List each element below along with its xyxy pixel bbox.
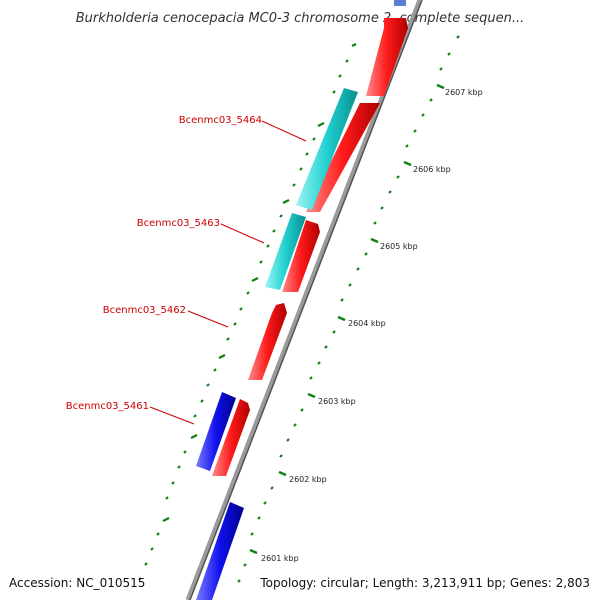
reverse-feature-5463 (265, 213, 306, 290)
reverse-other-track (265, 88, 358, 290)
major-tick-marks (249, 83, 445, 555)
tick-label-2602: 2602 kbp (289, 475, 327, 484)
minor-tick-ruler-outer (237, 35, 460, 583)
forward-cds-5464 (306, 103, 380, 212)
forward-cds-5461 (212, 399, 250, 476)
gene-label-5464[interactable]: Bcenmc03_5464 (179, 115, 262, 126)
forward-cds-track (212, 18, 408, 476)
gene-label-5463[interactable]: Bcenmc03_5463 (137, 218, 220, 229)
reverse-cds-lower (196, 502, 244, 600)
reverse-feature-5464 (296, 88, 358, 210)
minor-tick-ruler-inner (138, 43, 357, 581)
sequence-backbone (185, 0, 423, 600)
map-title: Burkholderia cenocepacia MC0-3 chromosom… (76, 11, 524, 26)
forward-cds-5462 (248, 303, 287, 380)
tick-label-2607: 2607 kbp (445, 88, 483, 97)
top-small-feature (394, 0, 406, 6)
tick-label-2605: 2605 kbp (380, 242, 418, 251)
gene-label-leaders (149, 120, 307, 425)
gene-label-5461[interactable]: Bcenmc03_5461 (66, 401, 149, 412)
summary-text: Topology: circular; Length: 3,213,911 bp… (259, 576, 590, 590)
gene-label-5462[interactable]: Bcenmc03_5462 (103, 305, 186, 316)
reverse-cds-track (196, 392, 244, 600)
reverse-cds-5461 (196, 392, 236, 471)
forward-cds-5463 (282, 220, 320, 292)
tick-label-2601: 2601 kbp (261, 554, 299, 563)
tick-label-2604: 2604 kbp (348, 319, 386, 328)
accession-text: Accession: NC_010515 (9, 576, 145, 590)
tick-label-2603: 2603 kbp (318, 397, 356, 406)
tick-label-2606: 2606 kbp (413, 165, 451, 174)
forward-cds-top (366, 18, 408, 96)
